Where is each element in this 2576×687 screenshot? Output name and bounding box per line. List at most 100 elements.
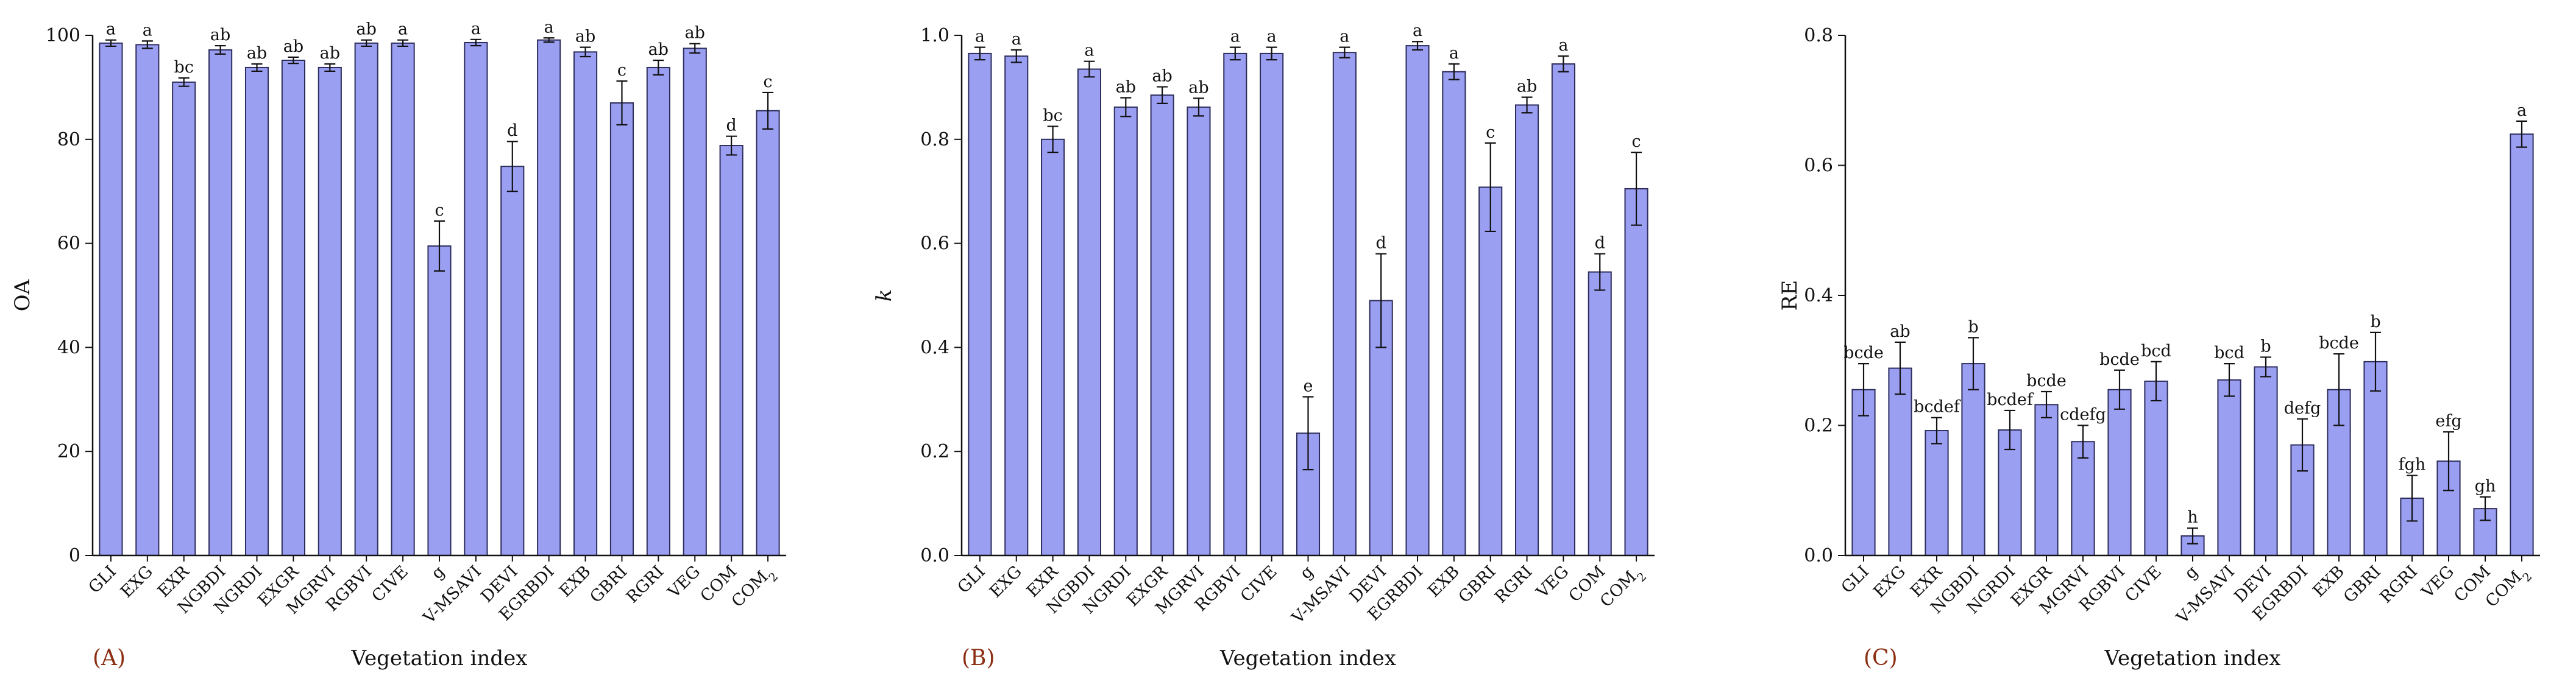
error-bar — [2370, 331, 2381, 392]
x-tick-label-text: RGRI — [2376, 562, 2421, 607]
bar — [1624, 188, 1648, 556]
significance-letter: c — [763, 72, 772, 91]
x-tick-label-text: GBRI — [2340, 562, 2385, 607]
error-bar — [1968, 337, 1979, 390]
error-bar — [1047, 125, 1059, 153]
error-bar — [2407, 474, 2418, 522]
significance-letter: a — [1449, 44, 1459, 63]
significance-letter: bcde — [2026, 372, 2067, 390]
bar — [2107, 389, 2132, 556]
significance-letter: ab — [283, 37, 303, 56]
bar — [1888, 367, 1912, 556]
significance-letter: bcde — [2099, 350, 2140, 369]
bar — [1187, 106, 1211, 557]
significance-letter: d — [726, 116, 737, 135]
bar — [427, 245, 452, 556]
chart-panel-2: aGLIaEXGbcEXRaNGBDIabNGRDIabEXGRabMGRVIa… — [872, 21, 1655, 671]
bar — [1004, 55, 1029, 557]
bar — [1405, 45, 1430, 556]
x-tick-label-text: CIVE — [2121, 562, 2165, 606]
error-bar — [2480, 496, 2491, 521]
chart-panel-1: aGLIaEXGbcEXRabNGBDIabNGRDIabEXGRabMGRVI… — [10, 18, 786, 671]
error-bar — [1521, 96, 1533, 114]
bar — [1041, 138, 1065, 557]
significance-letter: defg — [2284, 399, 2321, 418]
x-tick-label: GLI — [954, 562, 988, 597]
x-tick-label-text: RGRI — [623, 562, 667, 607]
error-bar — [2187, 527, 2198, 544]
y-axis-label: RE — [1778, 280, 1802, 311]
x-tick-label: GBRI — [1455, 562, 1500, 607]
x-tick-label: VEG — [1533, 562, 1573, 602]
error-bar — [470, 38, 481, 47]
x-tick-label-text: GBRI — [1455, 562, 1500, 607]
significance-letter: ab — [210, 26, 230, 44]
bar — [172, 81, 196, 557]
significance-letter: efg — [2435, 412, 2461, 431]
significance-letter: ab — [1517, 77, 1537, 96]
error-bar — [1594, 253, 1606, 291]
error-bar — [1266, 46, 1277, 61]
x-tick-label-text: GLI — [85, 562, 119, 597]
bar — [391, 42, 415, 556]
x-tick-label: V-MSAVI — [419, 562, 485, 628]
bar — [1150, 94, 1174, 556]
bar — [573, 51, 598, 556]
bar — [244, 66, 269, 556]
error-bar — [2004, 409, 2015, 451]
bar — [1515, 104, 1539, 557]
significance-letter: a — [106, 20, 116, 39]
y-tick-label: 0.2 — [1804, 415, 1833, 437]
error-bar — [689, 43, 701, 54]
x-tick-label-text: EXG — [1870, 562, 1909, 602]
y-tick-label: 0.6 — [920, 233, 949, 255]
bar — [1998, 429, 2022, 556]
bar — [1478, 186, 1503, 557]
x-tick-label: GBRI — [2340, 562, 2385, 607]
x-tick-label: GLI — [85, 562, 119, 597]
bar — [99, 42, 123, 556]
significance-letter: a — [1230, 27, 1240, 46]
significance-letter: cdefg — [2060, 406, 2106, 425]
significance-letter: bcdef — [1914, 398, 1961, 417]
significance-letter: a — [975, 27, 985, 46]
error-bar — [324, 63, 336, 72]
significance-letter: ab — [648, 40, 669, 59]
error-bar — [215, 44, 226, 55]
significance-letter: a — [2517, 101, 2527, 120]
y-tick-label: 0.8 — [920, 129, 949, 150]
significance-letter: ab — [575, 27, 595, 46]
significance-letter: a — [143, 21, 152, 40]
bar — [968, 52, 992, 556]
bar — [1332, 52, 1357, 556]
y-tick-label: 100 — [46, 25, 80, 46]
error-bar — [1558, 55, 1569, 72]
significance-letter: a — [1084, 41, 1094, 60]
bar — [1851, 389, 1876, 556]
y-tick-label: 80 — [57, 129, 80, 150]
significance-letter: bc — [1043, 106, 1062, 125]
significance-letter: c — [1486, 123, 1495, 142]
y-tick-label: 60 — [57, 233, 80, 255]
x-tick-label: EXG — [117, 562, 157, 602]
bar — [1551, 63, 1575, 557]
y-axis-label: k — [872, 289, 896, 302]
x-tick-label-text: g — [2181, 562, 2202, 583]
significance-letter: bcd — [2141, 342, 2171, 361]
significance-letter: a — [544, 18, 554, 37]
y-tick-label: 0.4 — [1804, 285, 1833, 306]
x-tick-label: g — [2181, 562, 2202, 583]
x-tick-label-text: VEG — [664, 562, 704, 602]
x-tick-label-text: GBRI — [586, 562, 631, 607]
x-tick-label: RGRI — [1491, 562, 1536, 607]
bar — [1260, 52, 1284, 556]
significance-letter: c — [1632, 132, 1641, 151]
bar — [281, 59, 305, 556]
error-bar — [1858, 362, 1869, 417]
x-tick-label: VEG — [2418, 562, 2458, 602]
error-bar — [1448, 63, 1460, 80]
y-tick-label: 0.2 — [920, 441, 949, 462]
bar — [719, 145, 743, 557]
error-bar — [726, 135, 737, 156]
bar — [1925, 430, 1949, 556]
